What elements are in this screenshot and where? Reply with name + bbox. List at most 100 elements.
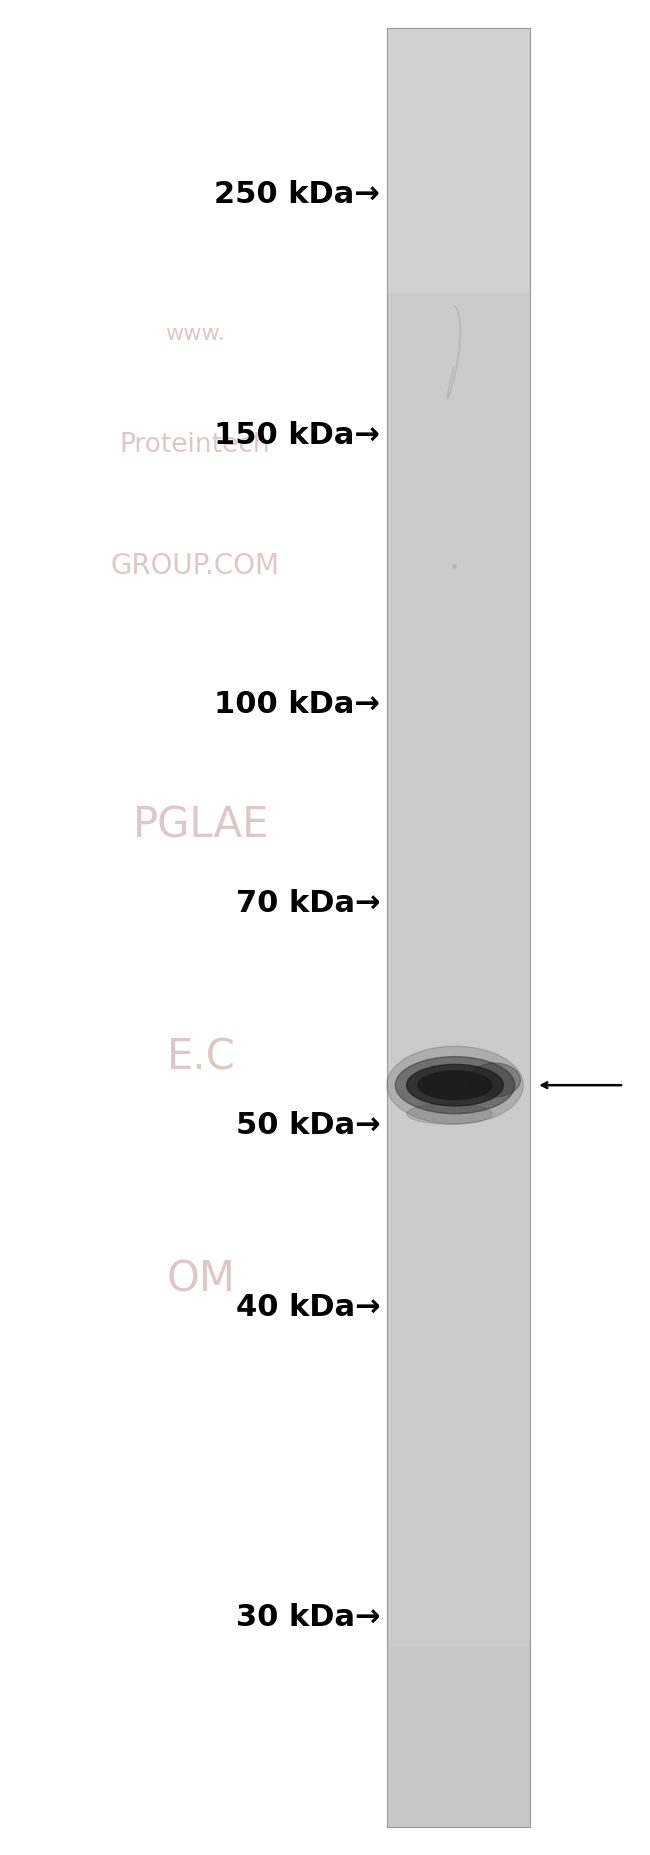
Bar (387, 1278, 530, 1284)
Bar (387, 807, 530, 811)
Bar (387, 657, 530, 662)
Bar (387, 1736, 530, 1742)
Bar (387, 820, 530, 824)
Bar (387, 735, 530, 738)
Bar (387, 1783, 530, 1786)
Bar (387, 28, 530, 1827)
Bar (387, 360, 530, 365)
Text: 150 kDa→: 150 kDa→ (214, 421, 380, 451)
Bar (387, 783, 530, 788)
Bar (387, 846, 530, 851)
Bar (387, 321, 530, 325)
Bar (387, 1733, 530, 1736)
Bar (387, 599, 530, 603)
Bar (387, 1464, 530, 1467)
Bar (387, 851, 530, 855)
Bar (387, 1657, 530, 1660)
Bar (387, 180, 530, 186)
Bar (387, 640, 530, 644)
Bar (387, 1369, 530, 1373)
Bar (387, 564, 530, 568)
Bar (387, 549, 530, 555)
Bar (387, 1688, 530, 1692)
Bar (387, 447, 530, 451)
Bar (387, 1274, 530, 1278)
Bar (387, 72, 530, 78)
Text: 50 kDa→: 50 kDa→ (235, 1111, 380, 1141)
Bar (387, 868, 530, 874)
Bar (387, 972, 530, 978)
Bar (387, 532, 530, 536)
Bar (387, 293, 530, 297)
Bar (387, 1013, 530, 1017)
Bar (387, 707, 530, 712)
Bar (387, 688, 530, 694)
Bar (387, 1382, 530, 1386)
Bar (387, 1284, 530, 1287)
Bar (387, 1256, 530, 1260)
Bar (387, 1135, 530, 1139)
Bar (387, 712, 530, 716)
Bar (387, 833, 530, 838)
Bar (387, 1543, 530, 1549)
Bar (387, 1120, 530, 1126)
Bar (387, 798, 530, 801)
Bar (387, 352, 530, 356)
Bar (387, 1426, 530, 1432)
Bar (387, 1158, 530, 1161)
Bar (387, 37, 530, 41)
Bar (387, 1629, 530, 1634)
Bar (387, 122, 530, 126)
Bar (387, 1467, 530, 1471)
Bar (387, 694, 530, 697)
Bar (387, 1072, 530, 1076)
Bar (387, 1269, 530, 1274)
Bar (387, 1260, 530, 1265)
Bar (387, 477, 530, 482)
Bar (387, 388, 530, 391)
Bar (387, 1768, 530, 1773)
Bar (387, 262, 530, 267)
Bar (387, 1471, 530, 1477)
Bar (387, 829, 530, 833)
Bar (387, 217, 530, 221)
Bar (387, 1247, 530, 1252)
Bar (387, 432, 530, 438)
Bar (387, 751, 530, 757)
Bar (387, 1237, 530, 1243)
Bar (387, 1580, 530, 1584)
Bar (387, 644, 530, 649)
Bar (387, 243, 530, 249)
Bar (387, 508, 530, 514)
Text: E.C: E.C (167, 1037, 236, 1078)
Ellipse shape (418, 1070, 492, 1100)
Bar (387, 91, 530, 95)
Bar (387, 306, 530, 312)
Bar (387, 621, 530, 627)
Bar (387, 284, 530, 289)
Bar (387, 46, 530, 50)
Bar (387, 416, 530, 419)
Bar (387, 1080, 530, 1085)
Bar (387, 757, 530, 761)
Bar (387, 1553, 530, 1558)
Bar (387, 1167, 530, 1171)
Bar (387, 236, 530, 239)
Bar (387, 297, 530, 302)
Bar (387, 568, 530, 571)
Bar (387, 221, 530, 226)
Bar (387, 1035, 530, 1041)
Bar (387, 505, 530, 508)
Bar (387, 1701, 530, 1707)
Bar (387, 1022, 530, 1026)
Bar (387, 1675, 530, 1679)
Bar (387, 514, 530, 518)
Bar (387, 937, 530, 940)
Bar (387, 1710, 530, 1714)
Bar (387, 141, 530, 145)
Bar (387, 874, 530, 877)
Bar (387, 1404, 530, 1408)
Bar (387, 312, 530, 315)
Bar (387, 672, 530, 675)
Bar (387, 109, 530, 113)
